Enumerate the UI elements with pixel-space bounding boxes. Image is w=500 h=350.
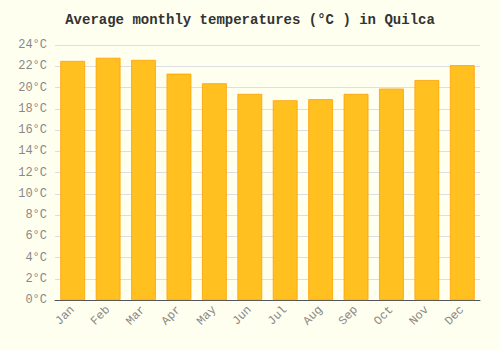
svg-text:22°C: 22°C xyxy=(18,59,47,73)
svg-text:Aug: Aug xyxy=(300,303,325,328)
svg-text:May: May xyxy=(194,303,219,328)
svg-text:6°C: 6°C xyxy=(25,229,47,243)
svg-text:20°C: 20°C xyxy=(18,81,47,95)
svg-text:Dec: Dec xyxy=(442,303,467,328)
svg-text:14°C: 14°C xyxy=(18,144,47,158)
svg-text:24°C: 24°C xyxy=(18,38,47,52)
svg-text:18°C: 18°C xyxy=(18,102,47,116)
svg-text:Feb: Feb xyxy=(88,303,113,328)
svg-text:2°C: 2°C xyxy=(25,272,47,286)
svg-text:4°C: 4°C xyxy=(25,251,47,265)
svg-text:Nov: Nov xyxy=(407,303,432,328)
svg-text:0°C: 0°C xyxy=(25,293,47,307)
svg-text:Jul: Jul xyxy=(265,303,290,328)
svg-text:Average monthly temperatures (: Average monthly temperatures (°C ) in Qu… xyxy=(65,12,435,28)
svg-text:Oct: Oct xyxy=(371,303,396,328)
svg-text:Jan: Jan xyxy=(53,303,78,328)
svg-text:12°C: 12°C xyxy=(18,166,47,180)
svg-text:Jun: Jun xyxy=(230,303,255,328)
svg-text:16°C: 16°C xyxy=(18,123,47,137)
svg-text:8°C: 8°C xyxy=(25,208,47,222)
svg-text:Sep: Sep xyxy=(336,303,361,328)
svg-text:Apr: Apr xyxy=(159,303,184,328)
svg-text:Mar: Mar xyxy=(123,303,148,328)
svg-text:10°C: 10°C xyxy=(18,187,47,201)
